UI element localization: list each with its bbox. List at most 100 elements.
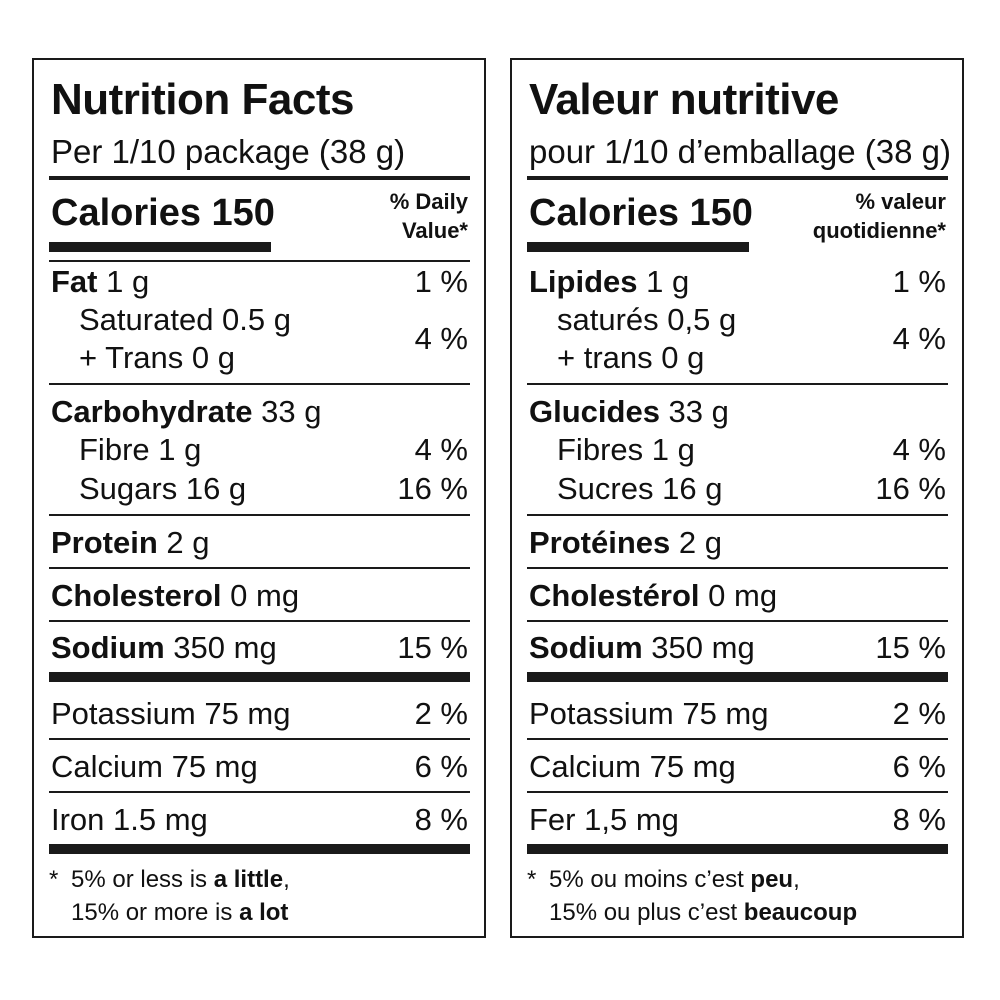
protein-label: Protéines 2 g <box>529 524 722 562</box>
daily-value-line2: Value* <box>401 218 468 243</box>
trans-label: + Trans 0 g <box>79 340 235 375</box>
sodium-pct: 15 % <box>397 630 468 665</box>
divider <box>527 383 948 385</box>
fibre-label: Fibre 1 g <box>79 432 202 467</box>
fat-name: Fat <box>51 264 98 299</box>
divider <box>49 620 470 622</box>
trans-label: + trans 0 g <box>557 340 705 375</box>
thick-divider <box>49 672 470 682</box>
daily-value-line1: % Daily <box>389 189 468 214</box>
saturated-label: saturés 0,5 g <box>557 302 737 337</box>
iron-pct: 8 % <box>414 802 468 837</box>
protein-amount: 2 g <box>157 525 210 560</box>
daily-value-line1: % valeur <box>855 189 947 214</box>
cholesterol-name: Cholestérol <box>529 578 700 613</box>
calcium-pct: 6 % <box>892 749 946 784</box>
footnote-emphasis: a lot <box>239 899 289 926</box>
sat-trans-pct: 4 % <box>892 321 946 356</box>
footnote-emphasis: beaucoup <box>743 899 858 926</box>
footnote-line2: 15% ou plus c’est beaucoup <box>527 897 857 929</box>
protein-amount: 2 g <box>670 525 722 560</box>
cholesterol-amount: 0 mg <box>221 578 300 613</box>
nutrition-facts-panel-en: Nutrition Facts Per 1/10 package (38 g) … <box>32 58 486 938</box>
calories-label: Calories 150 <box>51 192 275 234</box>
sat-trans-pct: 4 % <box>414 321 468 356</box>
sodium-amount: 350 mg <box>642 630 755 665</box>
carbohydrate-label: Carbohydrate 33 g <box>51 393 322 431</box>
calcium-pct: 6 % <box>414 749 468 784</box>
footnote-text: 5% ou moins c’est <box>549 866 751 893</box>
divider <box>49 738 470 740</box>
sugars-label: Sugars 16 g <box>79 471 247 506</box>
footnote-line1: * 5% ou moins c’est peu, <box>527 864 800 896</box>
protein-name: Protein <box>51 525 158 560</box>
calcium-label: Calcium 75 mg <box>529 749 736 784</box>
calories-underline <box>49 242 271 252</box>
calories-underline <box>527 242 749 252</box>
divider <box>527 791 948 793</box>
protein-label: Protein 2 g <box>51 524 210 562</box>
cholesterol-label: Cholesterol 0 mg <box>51 577 299 615</box>
potassium-pct: 2 % <box>414 696 468 731</box>
carbohydrate-label: Glucides 33 g <box>529 393 729 431</box>
divider <box>49 176 470 180</box>
fibre-pct: 4 % <box>414 432 468 467</box>
footnote-emphasis: peu <box>750 866 794 893</box>
cholesterol-name: Cholesterol <box>51 578 222 613</box>
nutrition-facts-panel-fr: Valeur nutritive pour 1/10 d’emballage (… <box>510 58 964 938</box>
protein-name: Protéines <box>529 525 671 560</box>
panel-title: Nutrition Facts <box>51 75 354 124</box>
divider <box>527 620 948 622</box>
daily-value-header: % Daily Value* <box>390 187 468 245</box>
cholesterol-label: Cholestérol 0 mg <box>529 577 777 615</box>
divider <box>527 738 948 740</box>
calories-label: Calories 150 <box>529 192 753 234</box>
divider <box>527 567 948 569</box>
footnote-line2: 15% or more is a lot <box>49 897 288 929</box>
iron-pct: 8 % <box>892 802 946 837</box>
footnote-emphasis: a little <box>213 866 284 893</box>
footnote-star: * <box>527 866 537 893</box>
sodium-pct: 15 % <box>875 630 946 665</box>
footnote-text: 5% or less is <box>71 866 214 893</box>
serving-size: Per 1/10 package (38 g) <box>51 133 406 170</box>
divider <box>527 514 948 516</box>
sodium-label: Sodium 350 mg <box>51 629 277 667</box>
sugars-pct: 16 % <box>397 471 468 506</box>
carbohydrate-amount: 33 g <box>252 394 322 429</box>
fibre-label: Fibres 1 g <box>557 432 695 467</box>
sugars-label: Sucres 16 g <box>557 471 723 506</box>
potassium-pct: 2 % <box>892 696 946 731</box>
fibre-pct: 4 % <box>892 432 946 467</box>
fat-amount: 1 g <box>97 264 150 299</box>
footnote-punct: , <box>283 866 290 893</box>
footnote-text: 15% or more is <box>71 899 240 926</box>
divider <box>49 791 470 793</box>
carbohydrate-name: Carbohydrate <box>51 394 253 429</box>
saturated-label: Saturated 0.5 g <box>79 302 291 337</box>
sodium-name: Sodium <box>51 630 165 665</box>
sugars-pct: 16 % <box>875 471 946 506</box>
carbohydrate-amount: 33 g <box>659 394 729 429</box>
footnote-punct: , <box>793 866 800 893</box>
panel-title: Valeur nutritive <box>529 75 839 124</box>
divider <box>527 176 948 180</box>
serving-size: pour 1/10 d’emballage (38 g) <box>529 133 951 170</box>
divider <box>49 567 470 569</box>
divider <box>49 514 470 516</box>
footnote-text: 15% ou plus c’est <box>549 899 744 926</box>
fat-name: Lipides <box>529 264 638 299</box>
thick-divider <box>49 844 470 854</box>
fat-label: Fat 1 g <box>51 263 149 301</box>
footnote-star: * <box>49 866 59 893</box>
calcium-label: Calcium 75 mg <box>51 749 258 784</box>
carbohydrate-name: Glucides <box>529 394 660 429</box>
fat-amount: 1 g <box>637 264 690 299</box>
thick-divider <box>527 672 948 682</box>
cholesterol-amount: 0 mg <box>699 578 778 613</box>
sodium-name: Sodium <box>529 630 643 665</box>
potassium-label: Potassium 75 mg <box>529 696 769 731</box>
fat-pct: 1 % <box>892 264 946 299</box>
sodium-amount: 350 mg <box>164 630 277 665</box>
fat-label: Lipides 1 g <box>529 263 689 301</box>
